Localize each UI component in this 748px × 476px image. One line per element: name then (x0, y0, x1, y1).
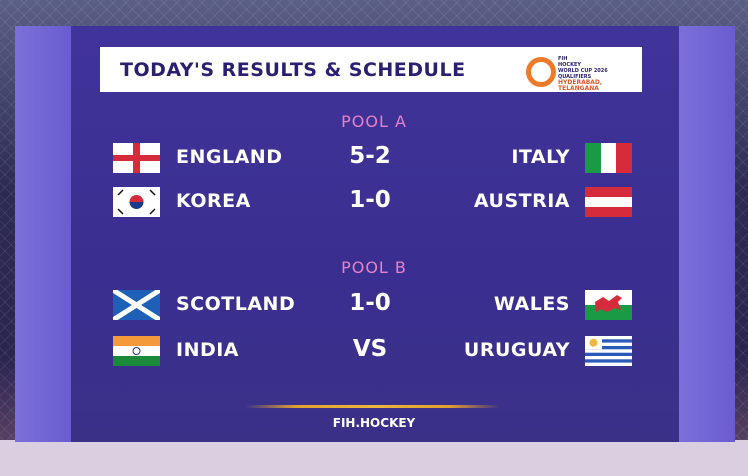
away-team: ITALY (511, 146, 570, 168)
gold-divider (245, 405, 500, 408)
home-team: SCOTLAND (176, 293, 296, 315)
wales-flag-icon (585, 290, 632, 320)
match-score: 1-0 (349, 187, 391, 213)
match-score: VS (352, 336, 388, 362)
austria-flag-icon (585, 187, 632, 217)
match-row: INDIA VS URUGUAY (0, 335, 748, 367)
footer-website: FIH.HOCKEY (332, 416, 416, 430)
logo-text: QUALIFIERS (558, 74, 592, 80)
home-team: INDIA (176, 339, 240, 361)
pool-b-label: POOL B (341, 258, 407, 277)
match-score: 1-0 (349, 290, 391, 316)
england-flag-icon (113, 143, 160, 173)
advertising-board (0, 440, 748, 476)
scotland-flag-icon (113, 290, 160, 320)
match-row: SCOTLAND 1-0 WALES (0, 289, 748, 321)
match-row: KOREA 1-0 AUSTRIA (0, 186, 748, 218)
italy-flag-icon (585, 143, 632, 173)
away-team: AUSTRIA (473, 190, 570, 212)
away-team: URUGUAY (463, 339, 570, 361)
right-pillar (679, 26, 735, 442)
logo-text: HOCKEY (558, 62, 582, 68)
q-logo-icon (526, 57, 556, 87)
title-bar: TODAY'S RESULTS & SCHEDULE FIH HOCKEY WO… (100, 47, 642, 92)
logo-text: WORLD CUP 2026 (558, 68, 608, 74)
event-logo: FIH HOCKEY WORLD CUP 2026 QUALIFIERS HYD… (524, 51, 636, 92)
match-score: 5-2 (349, 143, 391, 169)
logo-city: HYDERABAD, TELANGANA (558, 79, 603, 92)
results-panel (71, 26, 679, 442)
away-team: WALES (493, 293, 570, 315)
india-flag-icon (113, 336, 160, 366)
match-row: ENGLAND 5-2 ITALY (0, 142, 748, 174)
left-pillar (15, 26, 71, 442)
logo-text: FIH (558, 56, 568, 62)
home-team: ENGLAND (176, 146, 283, 168)
pool-a-label: POOL A (341, 112, 407, 131)
korea-flag-icon (113, 187, 160, 217)
home-team: KOREA (176, 190, 251, 212)
uruguay-flag-icon (585, 336, 632, 366)
page-title: TODAY'S RESULTS & SCHEDULE (120, 59, 466, 81)
